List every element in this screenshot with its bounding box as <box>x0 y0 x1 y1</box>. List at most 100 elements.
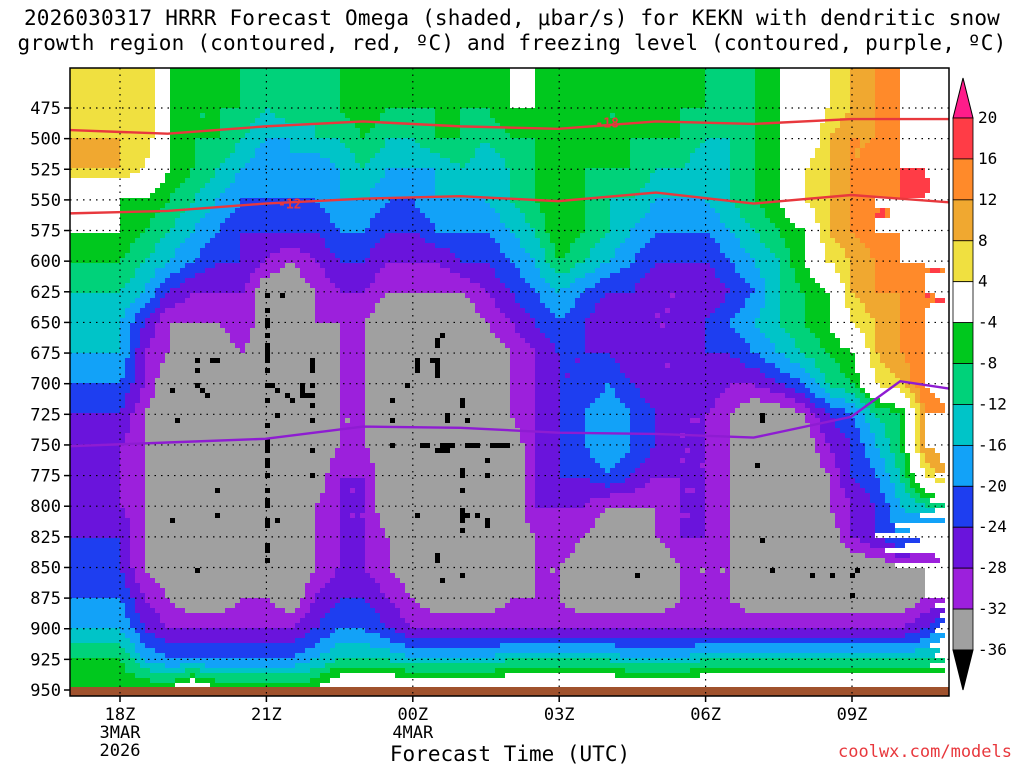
omega-cell <box>835 238 860 243</box>
omega-cell <box>265 293 270 298</box>
omega-cell <box>680 563 730 568</box>
omega-cell <box>535 173 585 178</box>
omega-cell <box>730 138 755 143</box>
omega-cell <box>780 193 805 198</box>
omega-cell <box>300 248 330 253</box>
omega-cell <box>340 398 365 403</box>
omega-cell <box>635 223 725 228</box>
omega-cell <box>380 513 415 518</box>
omega-cell <box>760 353 785 358</box>
omega-cell <box>770 568 775 573</box>
omega-cell <box>365 373 435 378</box>
omega-cell <box>150 298 160 303</box>
omega-cell <box>815 378 825 383</box>
omega-cell <box>170 68 240 73</box>
omega-cell <box>895 453 905 458</box>
omega-cell <box>755 148 780 153</box>
omega-cell <box>535 78 705 83</box>
omega-cell <box>890 473 900 478</box>
omega-cell <box>325 268 380 273</box>
omega-cell <box>535 368 560 373</box>
omega-cell <box>735 328 760 333</box>
omega-cell <box>160 313 255 318</box>
omega-cell <box>495 608 575 613</box>
omega-cell <box>890 448 900 453</box>
omega-cell <box>70 273 135 278</box>
omega-cell <box>785 208 815 213</box>
omega-cell <box>120 553 130 558</box>
omega-cell <box>440 363 510 368</box>
omega-cell <box>535 538 580 543</box>
omega-cell <box>120 408 135 413</box>
omega-cell <box>445 578 535 583</box>
omega-cell <box>70 423 130 428</box>
omega-cell <box>705 333 740 338</box>
omega-cell <box>265 443 270 448</box>
omega-cell <box>315 258 340 263</box>
omega-cell <box>305 383 310 388</box>
omega-cell <box>680 503 705 508</box>
omega-cell <box>705 78 755 83</box>
omega-cell <box>885 208 890 213</box>
omega-cell <box>145 423 265 428</box>
omega-cell <box>310 608 330 613</box>
omega-cell <box>850 448 865 453</box>
omega-cell <box>415 363 420 368</box>
omega-cell <box>730 558 885 563</box>
omega-cell <box>660 323 665 328</box>
omega-cell <box>270 318 315 323</box>
omega-cell <box>510 288 535 293</box>
omega-cell <box>865 303 900 308</box>
omega-cell <box>850 268 875 273</box>
omega-cell <box>535 388 560 393</box>
omega-cell <box>510 598 560 603</box>
omega-cell <box>915 648 940 653</box>
omega-cell <box>620 368 760 373</box>
omega-cell <box>910 373 925 378</box>
omega-cell <box>460 468 465 473</box>
omega-cell <box>145 303 160 308</box>
omega-cell <box>850 288 875 293</box>
omega-cell <box>120 503 145 508</box>
omega-cell <box>340 443 365 448</box>
omega-cell <box>70 348 120 353</box>
omega-cell <box>865 388 900 393</box>
omega-cell <box>845 288 850 293</box>
credit-link[interactable]: coolwx.com/models <box>838 742 1012 762</box>
omega-cell <box>540 238 550 243</box>
omega-cell <box>380 208 420 213</box>
omega-cell <box>490 458 525 463</box>
omega-cell <box>850 473 875 478</box>
omega-cell <box>180 283 245 288</box>
omega-cell <box>130 563 145 568</box>
omega-cell <box>135 568 145 573</box>
omega-cell <box>830 188 850 193</box>
omega-cell <box>885 493 895 498</box>
omega-cell <box>850 158 900 163</box>
omega-cell <box>405 618 915 623</box>
omega-cell <box>870 358 880 363</box>
omega-cell <box>630 153 690 158</box>
omega-cell <box>490 518 525 523</box>
omega-cell <box>780 268 795 273</box>
omega-cell <box>70 78 155 83</box>
omega-cell <box>800 378 815 383</box>
omega-cell <box>920 388 930 393</box>
omega-cell <box>825 253 845 258</box>
omega-cell <box>390 648 915 653</box>
omega-cell <box>910 483 920 488</box>
omega-cell <box>340 598 365 603</box>
omega-cell <box>600 263 630 268</box>
omega-cell <box>535 473 560 478</box>
omega-cell <box>385 293 465 298</box>
omega-cell <box>265 488 270 493</box>
omega-cell <box>830 503 850 508</box>
omega-cell <box>915 418 920 423</box>
omega-cell <box>765 278 780 283</box>
omega-cell <box>265 523 270 528</box>
colorbar-label: 16 <box>978 149 997 168</box>
omega-cell <box>135 603 150 608</box>
omega-cell <box>595 283 635 288</box>
omega-cell <box>655 168 730 173</box>
omega-cell <box>170 388 175 393</box>
